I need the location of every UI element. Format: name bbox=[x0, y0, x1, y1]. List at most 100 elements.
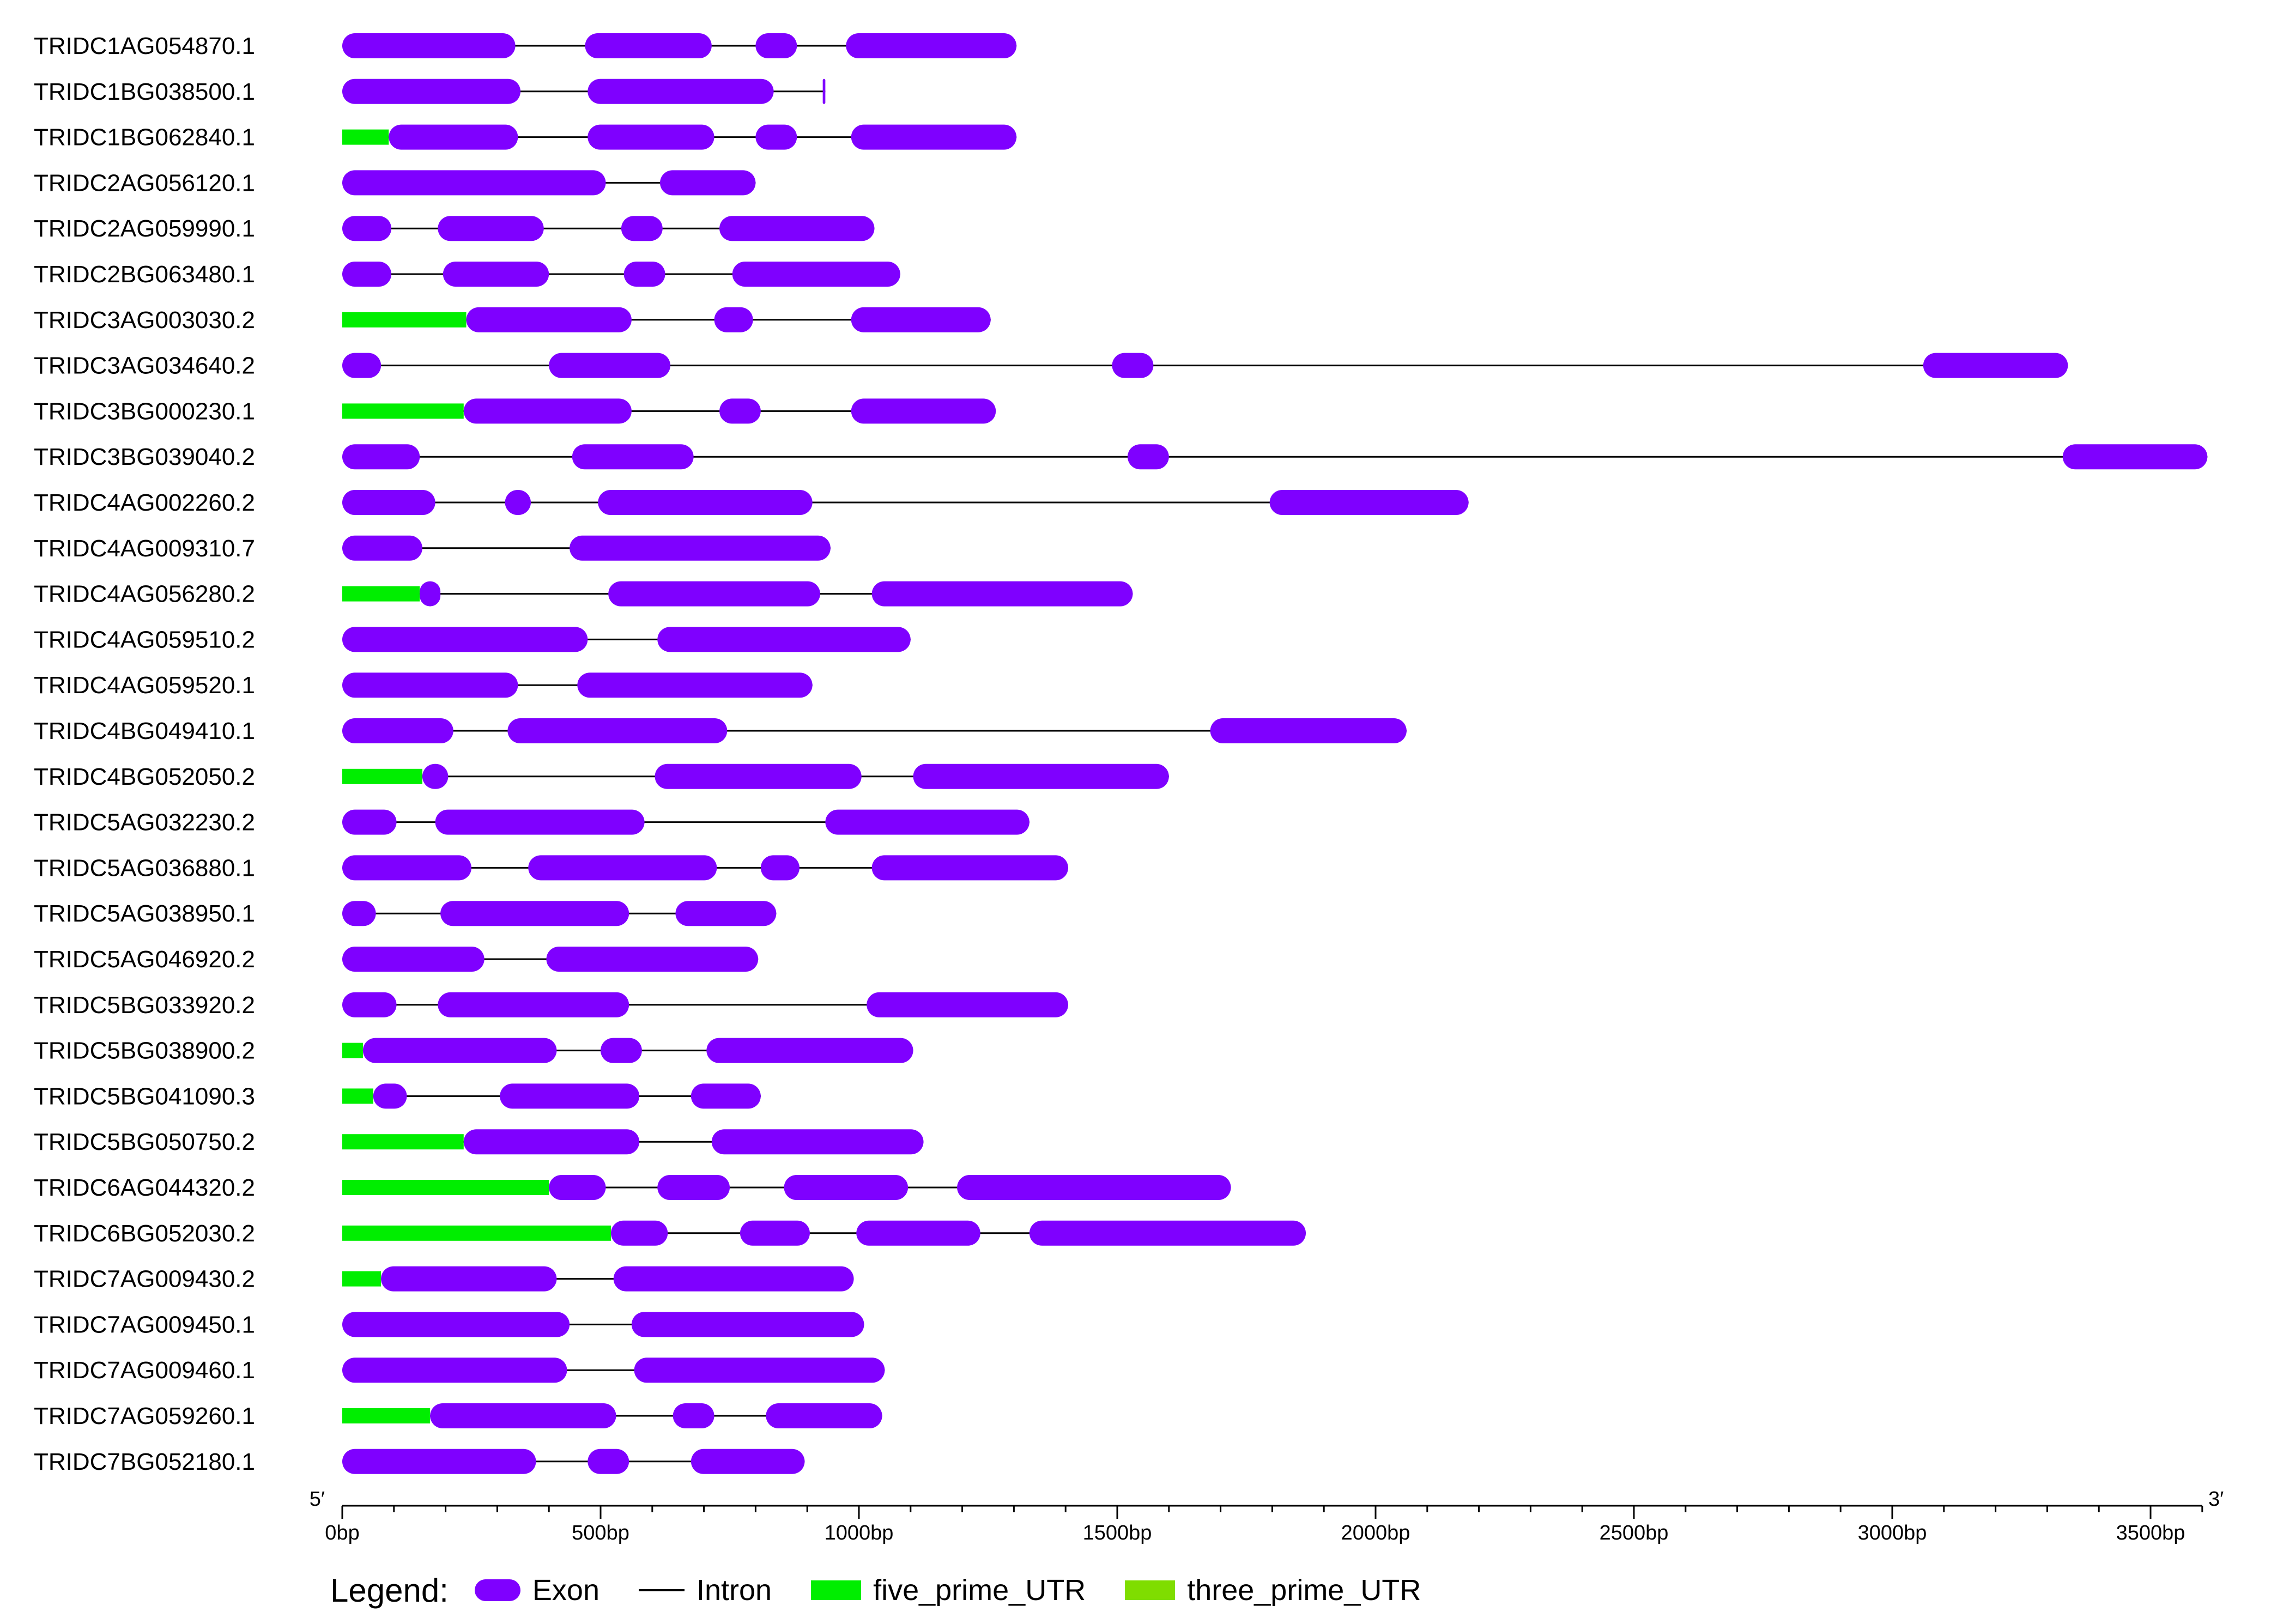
exon-block bbox=[1112, 353, 1154, 378]
gene-id-label: TRIDC1BG038500.1 bbox=[34, 78, 255, 105]
gene-id-label: TRIDC1BG062840.1 bbox=[34, 124, 255, 151]
exon-block bbox=[342, 992, 397, 1017]
exon-block bbox=[631, 1312, 864, 1337]
gene-id-label: TRIDC7AG009430.2 bbox=[34, 1266, 255, 1293]
exon-block bbox=[342, 718, 453, 743]
exon-block bbox=[443, 262, 549, 287]
gene-row: TRIDC7AG059260.1 bbox=[34, 1403, 882, 1429]
intron-swatch-icon bbox=[638, 1589, 685, 1591]
exon-block bbox=[610, 1220, 668, 1246]
exon-block bbox=[846, 33, 1017, 58]
gene-id-label: TRIDC5BG050750.2 bbox=[34, 1129, 255, 1155]
legend-item-five-prime-utr: five_prime_UTR bbox=[811, 1573, 1086, 1607]
exon-swatch-icon bbox=[474, 1579, 520, 1601]
exon-block bbox=[528, 855, 717, 881]
legend-item-three-prime-utr: three_prime_UTR bbox=[1125, 1573, 1421, 1607]
tick-label: 2000bp bbox=[1341, 1522, 1410, 1544]
gene-row: TRIDC7AG009460.1 bbox=[34, 1357, 885, 1384]
exon-block bbox=[732, 262, 900, 287]
exon-block bbox=[466, 307, 632, 332]
gene-id-label: TRIDC2AG056120.1 bbox=[34, 169, 255, 196]
gene-row: TRIDC6AG044320.2 bbox=[34, 1174, 1231, 1201]
exon-block bbox=[621, 216, 663, 241]
tick-label: 500bp bbox=[572, 1522, 629, 1544]
five-prime-utr-segment bbox=[342, 1134, 464, 1150]
gene-row: TRIDC5BG033920.2 bbox=[34, 992, 1068, 1019]
gene-id-label: TRIDC5AG046920.2 bbox=[34, 946, 255, 973]
five-prime-utr-segment bbox=[342, 1225, 611, 1241]
gene-row: TRIDC4AG059510.2 bbox=[34, 626, 911, 653]
exon-block bbox=[598, 490, 813, 515]
five-prime-utr-segment bbox=[342, 1043, 363, 1058]
exon-block bbox=[342, 216, 392, 241]
gene-id-label: TRIDC4AG002260.2 bbox=[34, 489, 255, 516]
exon-block bbox=[957, 1175, 1231, 1200]
exon-block bbox=[549, 1175, 606, 1200]
exon-block bbox=[342, 170, 606, 196]
gene-row: TRIDC7AG009450.1 bbox=[34, 1311, 864, 1338]
gene-id-label: TRIDC6AG044320.2 bbox=[34, 1174, 255, 1201]
exon-block bbox=[719, 398, 761, 424]
exon-block bbox=[655, 763, 862, 789]
exon-block bbox=[1029, 1220, 1306, 1246]
exon-block bbox=[613, 1266, 854, 1292]
exon-block bbox=[389, 124, 518, 150]
gene-id-label: TRIDC5AG036880.1 bbox=[34, 855, 255, 881]
gene-row: TRIDC2AG056120.1 bbox=[34, 169, 756, 196]
gene-id-label: TRIDC1AG054870.1 bbox=[34, 33, 255, 59]
gene-row: TRIDC1BG062840.1 bbox=[34, 124, 1017, 151]
tick-label: 3000bp bbox=[1858, 1522, 1927, 1544]
gene-row: TRIDC2BG063480.1 bbox=[34, 261, 900, 288]
gene-id-label: TRIDC3AG003030.2 bbox=[34, 307, 255, 334]
exon-block bbox=[505, 490, 531, 515]
gene-row: TRIDC3AG003030.2 bbox=[34, 307, 991, 334]
exon-block bbox=[577, 672, 813, 698]
exon-block bbox=[438, 216, 544, 241]
five-prime-utr-segment bbox=[342, 1271, 381, 1287]
exon-block bbox=[588, 78, 774, 104]
five-prime-utr-segment bbox=[342, 312, 467, 328]
gene-id-label: TRIDC5AG032230.2 bbox=[34, 809, 255, 836]
exon-block bbox=[706, 1038, 913, 1063]
gene-row: TRIDC6BG052030.2 bbox=[34, 1220, 1306, 1247]
exon-block bbox=[2062, 444, 2208, 470]
exon-block bbox=[381, 1266, 557, 1292]
exon-block bbox=[913, 763, 1169, 789]
exon-block bbox=[342, 1358, 567, 1383]
exon-block bbox=[1923, 353, 2068, 378]
gene-row: TRIDC4BG052050.2 bbox=[34, 763, 1169, 790]
gene-id-label: TRIDC2BG063480.1 bbox=[34, 261, 255, 288]
gene-id-label: TRIDC4AG059520.1 bbox=[34, 672, 255, 699]
legend: Legend: Exon Intron five_prime_UTR three… bbox=[330, 1568, 1460, 1612]
gene-id-label: TRIDC7BG052180.1 bbox=[34, 1449, 255, 1475]
gene-row: TRIDC5AG038950.1 bbox=[34, 900, 777, 927]
gene-id-label: TRIDC7AG009460.1 bbox=[34, 1357, 255, 1384]
exon-block bbox=[342, 490, 435, 515]
gene-row: TRIDC3BG039040.2 bbox=[34, 444, 2208, 470]
legend-label-intron: Intron bbox=[696, 1574, 772, 1607]
gene-row: TRIDC3AG034640.2 bbox=[34, 353, 2068, 379]
three-prime-end-label: 3′ bbox=[2208, 1488, 2224, 1511]
exon-block bbox=[601, 1038, 642, 1063]
exon-block bbox=[1127, 444, 1169, 470]
tick-label: 2500bp bbox=[1600, 1522, 1669, 1544]
exon-block bbox=[430, 1403, 616, 1428]
exon-block bbox=[856, 1220, 980, 1246]
exon-block bbox=[572, 444, 694, 470]
exon-block bbox=[867, 992, 1068, 1017]
tick-label: 0bp bbox=[325, 1522, 359, 1544]
exon-block bbox=[755, 124, 797, 150]
exon-block bbox=[1210, 718, 1407, 743]
exon-block bbox=[588, 124, 714, 150]
exon-block bbox=[660, 170, 756, 196]
exon-block bbox=[871, 855, 1068, 881]
gene-id-label: TRIDC4BG052050.2 bbox=[34, 763, 255, 790]
exon-block bbox=[657, 627, 911, 652]
exon-block bbox=[760, 855, 800, 881]
exon-block bbox=[711, 1129, 924, 1155]
legend-item-intron: Intron bbox=[638, 1573, 772, 1607]
bp-axis: 5′ 3′ 0bp 500bp 1000bp 1500bp 2000bp 2500bp 30… bbox=[310, 1488, 2224, 1544]
exon-block bbox=[691, 1449, 805, 1474]
exon-block bbox=[851, 124, 1017, 150]
